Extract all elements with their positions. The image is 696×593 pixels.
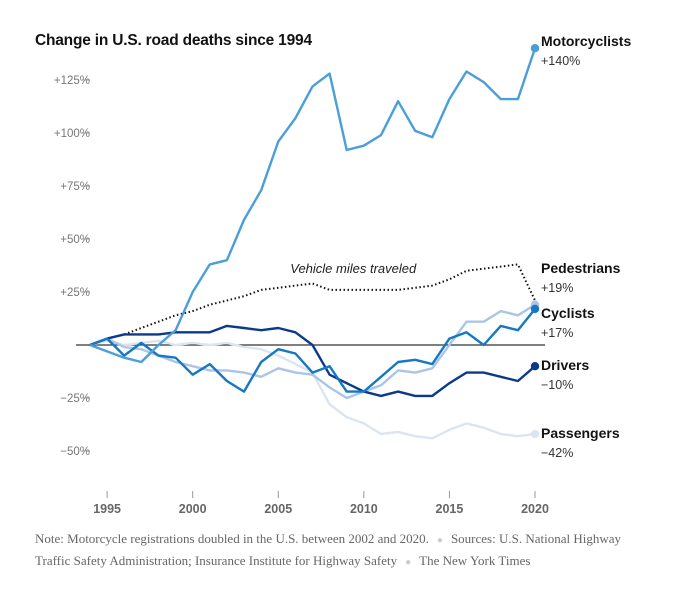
- footnote-sources: Sources: U.S. National Highway Traffic S…: [35, 531, 622, 568]
- end-label-value-cyclists: +17%: [541, 326, 573, 340]
- chart-title: Change in U.S. road deaths since 1994: [35, 32, 312, 49]
- end-label-value-passengers: −42%: [541, 446, 573, 460]
- x-tick-label: 2005: [264, 502, 292, 516]
- series-line-drivers: [89, 324, 536, 398]
- y-tick-label: +25%: [60, 287, 90, 299]
- y-tick-label: +100%: [54, 128, 90, 140]
- end-label-value-motorcyclists: +140%: [541, 54, 580, 68]
- y-tick-label: +125%: [54, 75, 90, 87]
- footnote-credit: The New York Times: [419, 552, 531, 568]
- x-axis: 1995 2000 2005 2010 2015 2020: [93, 491, 549, 516]
- end-label-name-cyclists: Cyclists: [541, 305, 595, 321]
- end-dot-passengers: [530, 429, 540, 439]
- end-label-value-pedestrians: +19%: [541, 281, 573, 295]
- end-labels: Passengers −42% Pedestrians +19% Drivers −10%…: [541, 33, 631, 460]
- y-tick-label: −25%: [60, 393, 90, 405]
- end-label-name-pedestrians: Pedestrians: [541, 260, 621, 276]
- end-label-name-passengers: Passengers: [541, 425, 620, 441]
- y-tick-label: +50%: [60, 234, 90, 246]
- x-tick-label: 2010: [350, 502, 378, 516]
- separator-dot: ●: [405, 556, 412, 568]
- series-lines: [89, 44, 540, 440]
- footnote-note: Note: Motorcycle registrations doubled i…: [35, 531, 429, 546]
- end-dot-cyclists: [530, 304, 540, 314]
- x-tick-label: 2000: [179, 502, 207, 516]
- series-line-cyclists: [89, 308, 536, 393]
- x-tick-label: 2020: [521, 502, 549, 516]
- series-line-vehicle-miles-traveled: [89, 263, 536, 346]
- x-tick-label: 2015: [436, 502, 464, 516]
- y-axis: +125% +100% +75% +50% +25% −25% −50%: [54, 75, 90, 458]
- series-line-motorcyclists: [89, 47, 537, 364]
- annotations: Vehicle miles traveled: [290, 261, 417, 276]
- footnote: Note: Motorcycle registrations doubled i…: [35, 529, 655, 572]
- y-tick-label: +75%: [60, 181, 90, 193]
- series-line-pedestrians: [89, 303, 536, 400]
- end-dot-motorcyclists: [530, 44, 540, 53]
- x-tick-label: 1995: [93, 502, 121, 516]
- end-dot-drivers: [530, 362, 540, 371]
- end-label-name-drivers: Drivers: [541, 357, 589, 373]
- end-label-value-drivers: −10%: [541, 378, 573, 392]
- end-label-name-motorcyclists: Motorcyclists: [541, 33, 631, 49]
- annotation-label: Vehicle miles traveled: [290, 261, 417, 276]
- y-tick-label: −50%: [60, 446, 90, 458]
- separator-dot: ●: [436, 535, 443, 546]
